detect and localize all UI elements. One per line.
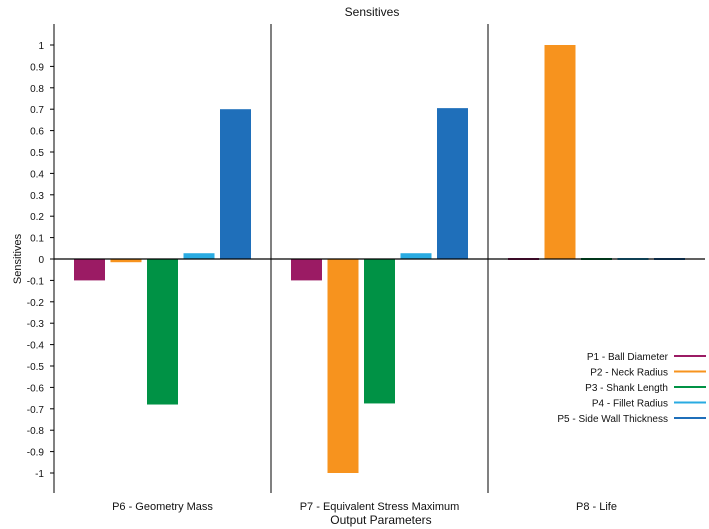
y-tick-label: -0.7 <box>27 405 45 416</box>
y-axis-label: Sensitives <box>12 233 24 284</box>
bar <box>74 259 105 281</box>
bar <box>364 259 395 404</box>
legend-label: P5 - Side Wall Thickness <box>557 414 668 425</box>
bar <box>183 253 215 259</box>
x-category-label: P8 - Life <box>576 501 617 513</box>
y-tick-label: -1 <box>35 469 44 480</box>
bar <box>220 109 251 259</box>
y-tick-label: 0 <box>38 255 44 266</box>
legend-label: P1 - Ball Diameter <box>587 352 669 363</box>
y-tick-label: 0.6 <box>30 127 44 138</box>
y-tick-label: 0.9 <box>30 62 44 73</box>
y-tick-label: -0.8 <box>27 426 45 437</box>
chart-title: Sensitives <box>345 5 400 19</box>
bar <box>327 259 359 473</box>
legend-label: P2 - Neck Radius <box>590 368 668 379</box>
y-tick-label: -0.9 <box>27 448 45 459</box>
y-tick-label: 0.3 <box>30 191 44 202</box>
y-tick-label: -0.1 <box>27 276 45 287</box>
y-tick-label: 0.8 <box>30 84 44 95</box>
legend: P1 - Ball Diameter P2 - Neck Radius P3 - S… <box>557 352 706 425</box>
x-category-label: P7 - Equivalent Stress Maximum <box>300 501 460 513</box>
x-axis-label: Output Parameters <box>330 513 431 527</box>
y-tick-label: -0.5 <box>27 362 45 373</box>
bar <box>437 108 468 259</box>
y-tick-label: 0.4 <box>30 169 44 180</box>
plot-area: 1 0.9 0.8 0.7 0.6 0.5 0.4 0.3 0.2 0.1 0 -0.1 -0.2 -0.… <box>27 24 705 513</box>
y-tick-label: -0.6 <box>27 383 45 394</box>
y-tick-label: -0.4 <box>27 341 45 352</box>
bar <box>110 259 142 263</box>
bar <box>291 259 322 281</box>
y-tick-label: 0.1 <box>30 234 44 245</box>
y-tick-label: -0.3 <box>27 319 45 330</box>
y-tick-label: 0.2 <box>30 212 44 223</box>
bar <box>544 45 576 259</box>
y-tick-label: 0.5 <box>30 148 44 159</box>
y-tick-label: -0.2 <box>27 298 45 309</box>
legend-label: P4 - Fillet Radius <box>592 399 668 410</box>
bar <box>147 259 178 405</box>
x-category-label: P6 - Geometry Mass <box>112 501 213 513</box>
y-tick-label: 0.7 <box>30 105 44 116</box>
legend-label: P3 - Shank Length <box>585 383 668 394</box>
y-tick-label: 1 <box>38 41 44 52</box>
bar <box>400 253 432 259</box>
